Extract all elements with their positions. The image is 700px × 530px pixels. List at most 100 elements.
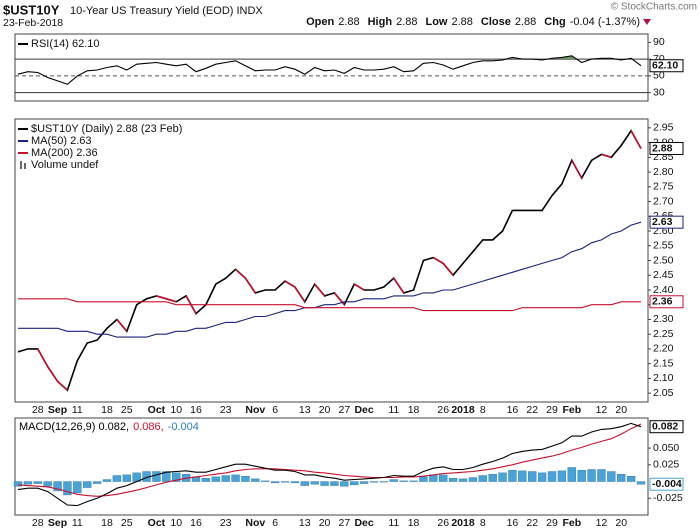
histogram-bar (537, 472, 547, 482)
histogram-bar (172, 472, 181, 482)
histogram-bar (231, 474, 240, 482)
value-badge (649, 215, 684, 229)
x-tick-label: Dec (354, 404, 373, 416)
histogram-bar (399, 480, 408, 482)
series-line (17, 55, 642, 85)
x-tick-label: 16 (507, 404, 519, 416)
down-segment (353, 283, 365, 291)
histogram-bar (528, 471, 537, 482)
x-tick-label: 12 (596, 517, 608, 529)
histogram-bar (300, 481, 309, 486)
histogram-bar (102, 479, 112, 482)
down-segment (442, 262, 454, 276)
legend-entry: MACD(12,26,9) 0.082, (19, 421, 129, 433)
value-badge-label: 2.36 (652, 296, 673, 308)
histogram-bar (547, 471, 557, 482)
legend-entry: Volume undef (31, 159, 99, 171)
y-tick-label: 2.20 (653, 343, 674, 355)
histogram-bar (617, 473, 626, 482)
watermark: © StockCharts.com (611, 2, 697, 13)
x-tick-label: 22 (526, 404, 538, 416)
y-tick-label: 0.050 (653, 442, 679, 454)
down-segment (393, 277, 405, 294)
x-tick-label: 25 (121, 517, 133, 529)
y-tick-label: 2.80 (653, 166, 674, 178)
histogram-bar (211, 476, 220, 482)
histogram-bar (122, 474, 131, 482)
quote-value: 2.88 (338, 16, 359, 28)
legend-entry: -0.004 (168, 421, 199, 433)
y-tick-label: 2.95 (653, 122, 674, 134)
x-tick-label: 29 (546, 517, 558, 529)
x-tick-label: 26 (437, 404, 449, 416)
histogram-bar (340, 481, 349, 487)
quote-value: 2.88 (451, 16, 472, 28)
histogram-bar (389, 479, 398, 482)
y-tick-label: 2.30 (653, 313, 674, 325)
histogram-bar (320, 481, 329, 486)
y-tick-label: 0.025 (653, 459, 679, 471)
y-tick-label: 70 (653, 53, 665, 65)
y-tick-label: 2.70 (653, 195, 674, 207)
histogram-bar (92, 481, 102, 484)
series-line (17, 423, 642, 497)
date: 23-Feb-2018 (3, 17, 63, 29)
value-badge-label: -0.004 (652, 478, 682, 490)
value-badge-label: 0.082 (652, 420, 678, 432)
histogram-bar (626, 476, 636, 482)
histogram-bar (270, 481, 280, 484)
histogram-bar (241, 476, 250, 482)
x-tick-label: 13 (299, 517, 311, 529)
legend-entry: $UST10Y (Daily) 2.88 (23 Feb) (31, 123, 182, 135)
value-badge-label: 62.10 (652, 60, 678, 72)
x-tick-label: 16 (507, 517, 519, 529)
x-tick-label: 28 (32, 404, 44, 416)
value-badge (649, 420, 684, 434)
y-tick-label: 50 (653, 70, 665, 82)
x-tick-label: 18 (101, 517, 113, 529)
histogram-bar (567, 467, 576, 482)
x-tick-label: 28 (32, 517, 44, 529)
histogram-bar (597, 469, 606, 482)
histogram-bar (607, 471, 616, 482)
x-tick-label: 2018 (451, 404, 475, 416)
down-segment (166, 298, 177, 303)
histogram-bar (359, 481, 369, 484)
histogram-bar (468, 477, 478, 482)
x-tick-label: 18 (101, 404, 113, 416)
histogram-bar (508, 469, 517, 482)
histogram-bar (63, 481, 72, 496)
x-tick-label: 27 (338, 517, 350, 529)
x-tick-label: Nov (245, 517, 265, 529)
x-tick-label: 18 (408, 404, 420, 416)
histogram-bar (419, 476, 428, 482)
histogram-bar (53, 481, 62, 492)
x-tick-label: Dec (354, 517, 373, 529)
x-tick-label: 25 (121, 404, 133, 416)
quote-label: Open (306, 16, 334, 28)
histogram-bar (43, 481, 52, 487)
histogram-bar (280, 481, 290, 483)
x-tick-label: 16 (190, 404, 202, 416)
histogram-bar (448, 478, 458, 482)
panel-frame (14, 417, 649, 516)
down-segment (630, 130, 642, 149)
legend: MACD(12,26,9) 0.082, 0.086, -0.004 (19, 421, 199, 433)
y-tick-label: 30 (653, 86, 665, 98)
x-tick-label: Oct (148, 517, 166, 529)
y-tick-label: 2.55 (653, 240, 674, 252)
x-tick-label: 16 (190, 517, 202, 529)
x-tick-label: Oct (148, 404, 166, 416)
histogram-bar (23, 481, 33, 485)
histogram-bar (577, 469, 586, 482)
quote-label: Close (481, 16, 511, 28)
x-tick-label: 27 (338, 404, 350, 416)
legend-entry: 0.086, (133, 421, 164, 433)
down-segment (314, 283, 326, 297)
x-tick-label: 8 (480, 517, 486, 529)
value-badge (649, 59, 684, 73)
x-tick-label: 20 (615, 404, 627, 416)
x-tick-label: Feb (562, 517, 581, 529)
x-tick-label: 22 (526, 517, 538, 529)
down-segment (235, 268, 246, 279)
